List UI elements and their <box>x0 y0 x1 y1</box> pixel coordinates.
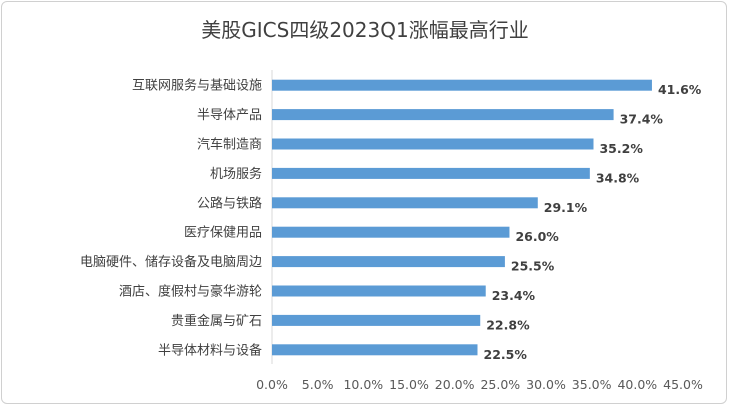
data-label: 22.8% <box>486 317 530 332</box>
x-tick-label: 5.0% <box>302 377 334 392</box>
x-tick-label: 25.0% <box>480 377 520 392</box>
x-tick-label: 15.0% <box>389 377 429 392</box>
bar <box>272 285 486 297</box>
bar <box>272 226 510 238</box>
data-label: 22.5% <box>484 347 528 362</box>
category-label: 机场服务 <box>210 166 262 182</box>
x-tick-label: 40.0% <box>617 377 657 392</box>
bar <box>272 344 478 356</box>
bar <box>272 167 590 179</box>
x-tick-label: 0.0% <box>256 377 288 392</box>
chart-title: 美股GICS四级2023Q1涨幅最高行业 <box>201 18 529 42</box>
data-label: 41.6% <box>658 82 702 97</box>
category-label: 酒店、度假村与豪华游轮 <box>119 284 262 300</box>
category-label: 医疗保健用品 <box>184 226 262 241</box>
data-label: 35.2% <box>599 141 643 156</box>
category-label: 电脑硬件、储存设备及电脑周边 <box>80 254 262 270</box>
category-label: 汽车制造商 <box>197 137 262 153</box>
x-tick-label: 20.0% <box>435 377 475 392</box>
data-label: 23.4% <box>492 288 536 303</box>
bar <box>272 138 594 150</box>
bar <box>272 79 652 91</box>
data-label: 34.8% <box>596 170 640 185</box>
data-label: 25.5% <box>511 259 555 274</box>
bar <box>272 197 538 209</box>
category-label: 互联网服务与基础设施 <box>132 78 262 94</box>
x-tick-label: 10.0% <box>343 377 383 392</box>
category-label: 半导体材料与设备 <box>158 342 262 358</box>
category-label: 半导体产品 <box>197 108 262 123</box>
data-label: 26.0% <box>515 229 559 244</box>
category-label: 公路与铁路 <box>197 195 262 211</box>
bar <box>272 256 505 268</box>
x-tick-label: 30.0% <box>526 377 566 392</box>
data-label: 37.4% <box>620 112 664 127</box>
x-tick-label: 45.0% <box>663 377 703 392</box>
category-label: 贵重金属与矿石 <box>171 313 262 329</box>
data-label: 29.1% <box>544 200 588 215</box>
bar <box>272 314 481 326</box>
x-tick-label: 35.0% <box>572 377 612 392</box>
bar <box>272 109 614 121</box>
